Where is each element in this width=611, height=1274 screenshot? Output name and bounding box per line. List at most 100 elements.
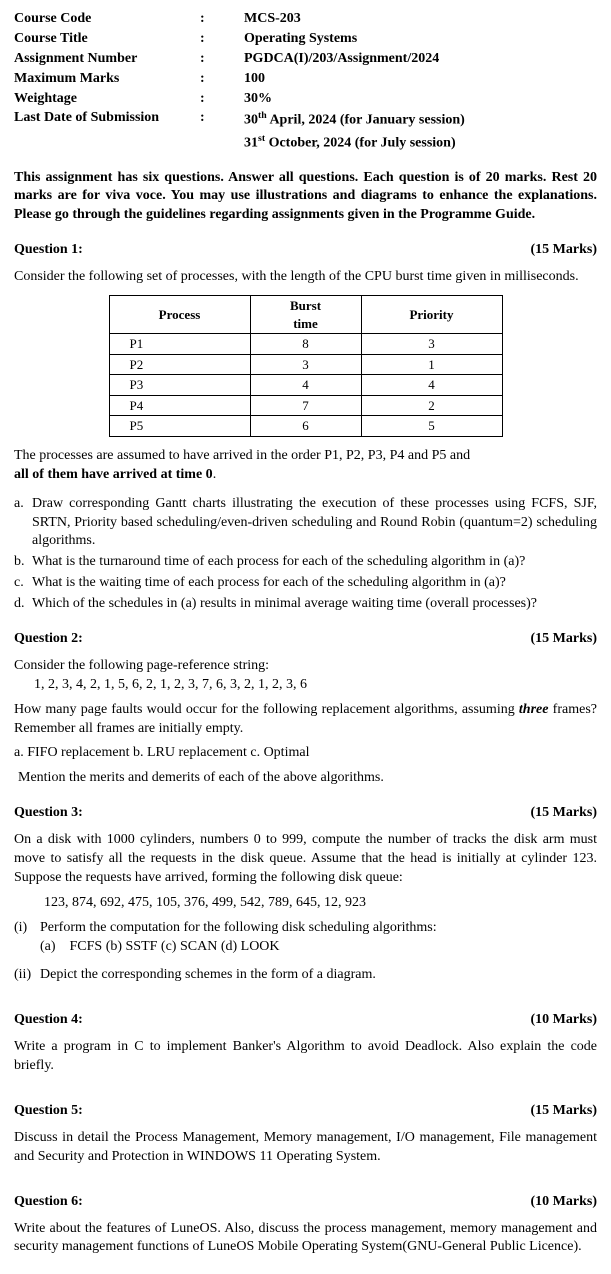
q1-note-l2: all of them have arrived at time 0 (14, 467, 213, 482)
q1-part-a: a.Draw corresponding Gantt charts illust… (14, 495, 597, 552)
q4-body: Write a program in C to implement Banker… (14, 1038, 597, 1076)
cell-process: P5 (109, 416, 250, 437)
header-label: Assignment Number (14, 50, 200, 70)
date2-post: October, 2024 (for July session) (265, 136, 456, 151)
th-process: Process (109, 296, 250, 334)
marker-c: c. (14, 574, 32, 593)
q1-marks: (15 Marks) (531, 241, 598, 260)
header-colon: : (200, 90, 232, 110)
q4-heading: Question 4: (10 Marks) (14, 1011, 597, 1030)
cell-burst: 8 (250, 334, 361, 355)
q3-i-sub-marker: (a) (40, 938, 66, 957)
header-colon: : (200, 70, 232, 90)
q1-title: Question 1: (14, 241, 83, 260)
q5-body: Discuss in detail the Process Management… (14, 1129, 597, 1167)
q3-parts: (i) Perform the computation for the foll… (14, 919, 597, 986)
header-row: Course Code : MCS-203 (14, 10, 471, 30)
cell-process: P3 (109, 375, 250, 396)
q3-lead: On a disk with 1000 cylinders, numbers 0… (14, 831, 597, 888)
q3-queue: 123, 874, 692, 475, 105, 376, 499, 542, … (14, 894, 597, 913)
header-label: Course Code (14, 10, 200, 30)
q6-marks: (10 Marks) (531, 1193, 598, 1212)
cell-process: P2 (109, 354, 250, 375)
table-header-row: Process Bursttime Priority (109, 296, 502, 334)
header-value: PGDCA(I)/203/Assignment/2024 (232, 50, 471, 70)
table-row: P3 4 4 (109, 375, 502, 396)
header-value: Operating Systems (232, 30, 471, 50)
marker-d: d. (14, 595, 32, 614)
header-row-last-date: Last Date of Submission : 30th April, 20… (14, 109, 471, 132)
q1-lead: Consider the following set of processes,… (14, 268, 597, 287)
process-table: Process Bursttime Priority P1 8 3 P2 3 1… (109, 295, 503, 437)
q1-c-text: What is the waiting time of each process… (32, 574, 506, 593)
marker-a: a. (14, 495, 32, 552)
q2-body1-pre: How many page faults would occur for the… (14, 702, 519, 717)
table-row: P4 7 2 (109, 395, 502, 416)
header-value-date1: 30th April, 2024 (for January session) (232, 109, 471, 132)
q3-marks: (15 Marks) (531, 804, 598, 823)
q1-parts: a.Draw corresponding Gantt charts illust… (14, 495, 597, 614)
q3-i-sub-text: FCFS (b) SSTF (c) SCAN (d) LOOK (70, 939, 280, 954)
date1-sup: th (258, 110, 267, 121)
table-row: P1 8 3 (109, 334, 502, 355)
table-row: P2 3 1 (109, 354, 502, 375)
q3-heading: Question 3: (15 Marks) (14, 804, 597, 823)
header-row: Weightage : 30% (14, 90, 471, 110)
header-row: Maximum Marks : 100 (14, 70, 471, 90)
header-colon: : (200, 30, 232, 50)
header-colon: : (200, 50, 232, 70)
table-row: P5 6 5 (109, 416, 502, 437)
q2-title: Question 2: (14, 630, 83, 649)
cell-burst: 3 (250, 354, 361, 375)
header-value-date2: 31st October, 2024 (for July session) (232, 132, 471, 155)
q6-heading: Question 6: (10 Marks) (14, 1193, 597, 1212)
cell-process: P1 (109, 334, 250, 355)
header-label: Weightage (14, 90, 200, 110)
q1-note-l1: The processes are assumed to have arrive… (14, 448, 470, 463)
q2-body1: How many page faults would occur for the… (14, 701, 597, 739)
q3-part-ii: (ii) Depict the corresponding schemes in… (14, 966, 597, 985)
th-burst: Bursttime (250, 296, 361, 334)
q1-b-text: What is the turnaround time of each proc… (32, 553, 525, 572)
q4-title: Question 4: (14, 1011, 83, 1030)
header-value: 30% (232, 90, 471, 110)
cell-priority: 5 (361, 416, 502, 437)
q5-heading: Question 5: (15 Marks) (14, 1102, 597, 1121)
q3-ii-text: Depict the corresponding schemes in the … (40, 966, 376, 985)
cell-process: P4 (109, 395, 250, 416)
q2-algos: a. FIFO replacement b. LRU replacement c… (14, 744, 597, 763)
cell-burst: 7 (250, 395, 361, 416)
q3-i-text: Perform the computation for the followin… (40, 920, 437, 935)
q4-marks: (10 Marks) (531, 1011, 598, 1030)
header-label: Last Date of Submission (14, 109, 200, 132)
header-value: 100 (232, 70, 471, 90)
q3-title: Question 3: (14, 804, 83, 823)
q1-a-text: Draw corresponding Gantt charts illustra… (32, 495, 597, 552)
date2-pre: 31 (244, 136, 258, 151)
q1-d-text: Which of the schedules in (a) results in… (32, 595, 537, 614)
q1-part-c: c.What is the waiting time of each proce… (14, 574, 597, 593)
header-label: Maximum Marks (14, 70, 200, 90)
q6-body: Write about the features of LuneOS. Also… (14, 1220, 597, 1258)
date1-post: April, 2024 (for January session) (267, 113, 465, 128)
q1-note: The processes are assumed to have arrive… (14, 447, 597, 485)
cell-priority: 4 (361, 375, 502, 396)
marker-i: (i) (14, 919, 40, 957)
q2-merits: Mention the merits and demerits of each … (14, 769, 597, 788)
header-colon: : (200, 10, 232, 30)
q1-heading: Question 1: (15 Marks) (14, 241, 597, 260)
header-row: Course Title : Operating Systems (14, 30, 471, 50)
q5-title: Question 5: (14, 1102, 83, 1121)
cell-burst: 4 (250, 375, 361, 396)
marker-b: b. (14, 553, 32, 572)
q6-title: Question 6: (14, 1193, 83, 1212)
q5-marks: (15 Marks) (531, 1102, 598, 1121)
q2-marks: (15 Marks) (531, 630, 598, 649)
date1-pre: 30 (244, 113, 258, 128)
q2-refstring: 1, 2, 3, 4, 2, 1, 5, 6, 2, 1, 2, 3, 7, 6… (14, 676, 597, 695)
q1-part-b: b.What is the turnaround time of each pr… (14, 553, 597, 572)
q2-lead: Consider the following page-reference st… (14, 657, 597, 676)
header-colon: : (200, 109, 232, 132)
cell-priority: 2 (361, 395, 502, 416)
q2-body1-em: three (519, 702, 549, 717)
